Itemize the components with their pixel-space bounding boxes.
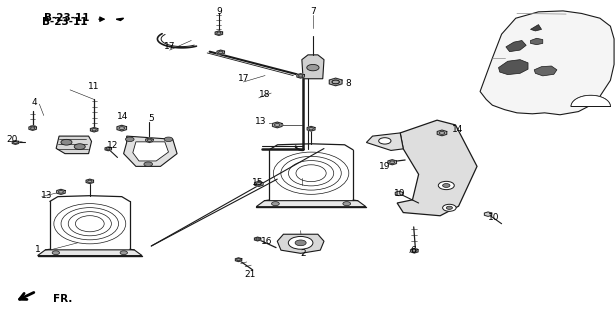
Text: 14: 14 <box>452 125 464 134</box>
Text: B-23-11: B-23-11 <box>44 13 89 23</box>
Polygon shape <box>277 234 324 253</box>
Text: 5: 5 <box>148 114 154 123</box>
Polygon shape <box>124 136 177 166</box>
Circle shape <box>61 140 72 145</box>
Polygon shape <box>133 142 169 161</box>
Polygon shape <box>56 136 92 154</box>
Polygon shape <box>330 78 342 86</box>
Polygon shape <box>117 125 126 131</box>
Text: 4: 4 <box>31 98 38 107</box>
Text: 11: 11 <box>88 82 100 91</box>
Polygon shape <box>388 160 397 165</box>
Polygon shape <box>498 60 528 75</box>
Polygon shape <box>411 249 418 253</box>
Text: 14: 14 <box>116 113 128 122</box>
Polygon shape <box>38 250 142 256</box>
Text: 12: 12 <box>107 141 118 150</box>
Polygon shape <box>506 41 526 52</box>
Text: 10: 10 <box>487 213 499 222</box>
Text: 13: 13 <box>254 117 266 126</box>
Circle shape <box>307 64 319 71</box>
Polygon shape <box>307 126 315 131</box>
Polygon shape <box>256 201 366 207</box>
Circle shape <box>379 138 391 144</box>
Polygon shape <box>215 31 222 36</box>
Text: 19: 19 <box>379 162 391 171</box>
Text: 20: 20 <box>6 135 17 144</box>
Text: 9: 9 <box>216 7 222 16</box>
Polygon shape <box>12 140 18 144</box>
Polygon shape <box>217 50 224 54</box>
Polygon shape <box>254 181 263 187</box>
Polygon shape <box>91 127 98 132</box>
Polygon shape <box>367 133 403 150</box>
Text: 16: 16 <box>261 237 272 246</box>
Polygon shape <box>395 191 403 196</box>
Text: B-23-11: B-23-11 <box>43 17 88 27</box>
Polygon shape <box>105 147 111 151</box>
Polygon shape <box>116 18 124 20</box>
Polygon shape <box>29 126 36 130</box>
Polygon shape <box>86 179 94 184</box>
Circle shape <box>164 137 172 141</box>
Text: 2: 2 <box>300 250 306 259</box>
Circle shape <box>295 240 306 246</box>
Text: 15: 15 <box>252 178 264 187</box>
Circle shape <box>443 204 456 211</box>
Circle shape <box>288 236 313 249</box>
Circle shape <box>74 144 85 149</box>
Circle shape <box>126 137 134 141</box>
Polygon shape <box>235 258 241 262</box>
Text: 7: 7 <box>310 7 316 16</box>
Polygon shape <box>437 130 447 136</box>
Circle shape <box>439 181 454 190</box>
Text: 21: 21 <box>244 270 255 279</box>
Circle shape <box>120 251 128 255</box>
Polygon shape <box>571 95 610 107</box>
Polygon shape <box>302 55 324 79</box>
Text: 18: 18 <box>259 90 270 99</box>
Text: 17: 17 <box>164 42 176 52</box>
Polygon shape <box>397 120 477 216</box>
Polygon shape <box>254 237 261 241</box>
Polygon shape <box>297 74 304 78</box>
Text: 8: 8 <box>345 79 351 88</box>
Polygon shape <box>272 122 282 128</box>
Polygon shape <box>484 212 492 216</box>
Circle shape <box>144 162 153 166</box>
Polygon shape <box>480 11 614 115</box>
Polygon shape <box>57 189 65 195</box>
Text: 13: 13 <box>41 190 53 200</box>
Circle shape <box>272 202 279 206</box>
Circle shape <box>446 206 452 209</box>
Circle shape <box>343 202 351 206</box>
Text: 10: 10 <box>394 189 406 198</box>
Polygon shape <box>146 138 153 142</box>
Circle shape <box>52 251 60 255</box>
Circle shape <box>443 184 450 188</box>
Text: 17: 17 <box>238 74 249 83</box>
Polygon shape <box>530 25 541 31</box>
Polygon shape <box>534 66 557 76</box>
Text: 6: 6 <box>411 246 416 255</box>
Text: 1: 1 <box>35 245 41 254</box>
Polygon shape <box>530 38 543 45</box>
Text: FR.: FR. <box>53 293 72 304</box>
